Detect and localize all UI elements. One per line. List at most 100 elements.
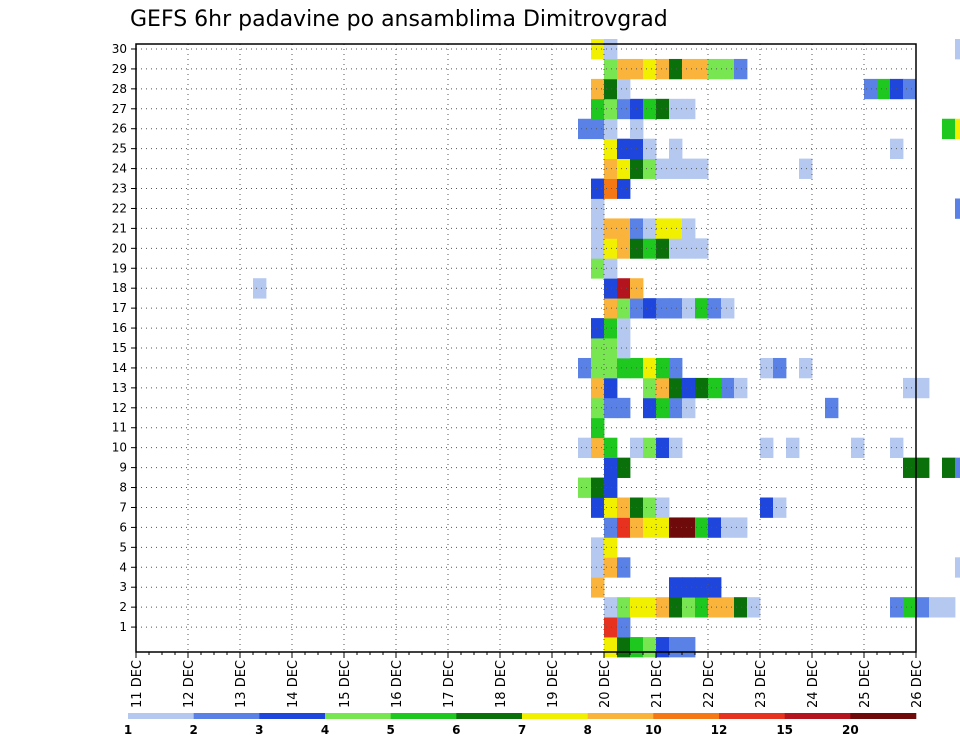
cell-m12-t37 [617, 397, 631, 419]
cell-m23-t37 [617, 178, 631, 199]
cell-m13-t39 [643, 377, 657, 399]
cell-m17-t42 [682, 298, 696, 319]
cell-m25-t41 [669, 138, 683, 160]
legend-label: 6 [452, 723, 460, 737]
cell-m29-t39 [643, 58, 657, 80]
x-tick-label: 17 DEC [442, 660, 457, 708]
y-tick-label: 5 [119, 540, 127, 554]
cell-m29-t42 [682, 58, 696, 80]
cell-m6-t44 [708, 517, 722, 538]
cell-m7-t39 [643, 497, 657, 518]
legend-swatch-7 [522, 713, 588, 719]
x-tick-label: 25 DEC [858, 660, 873, 708]
cell-m17-t41 [669, 298, 683, 319]
cell-m0-t40 [656, 637, 670, 658]
cell-m3-t44 [708, 577, 722, 598]
y-tick-label: 9 [119, 461, 127, 475]
cell-m9-t60 [916, 457, 930, 478]
cell-m21-t35 [591, 218, 605, 239]
y-tick-label: 2 [119, 600, 127, 614]
cell-m28-t36 [604, 78, 618, 100]
cell-m13-t44 [708, 377, 722, 399]
cell-m25-t36 [604, 138, 618, 160]
legend-label: 15 [776, 723, 793, 737]
cell-m3-t41 [669, 577, 683, 598]
cell-m10-t41 [669, 437, 683, 459]
y-tick-label: 14 [112, 361, 127, 375]
cell-m19-t35 [591, 258, 605, 279]
cell-m1-t37 [617, 617, 631, 638]
cell-m27-t40 [656, 98, 670, 120]
cell-m21-t40 [656, 218, 670, 239]
cell-m7-t36 [604, 497, 618, 518]
y-tick-label: 19 [112, 261, 127, 275]
cell-m17-t45 [721, 298, 735, 319]
cell-m21-t36 [604, 218, 618, 239]
cell-m7-t35 [591, 497, 605, 518]
cell-m14-t39 [643, 357, 657, 379]
x-tick-label: 19 DEC [546, 660, 561, 708]
cell-m0-t37 [617, 637, 631, 658]
cell-m20-t42 [682, 238, 696, 259]
cell-m14-t37 [617, 357, 631, 379]
cell-m29-t41 [669, 58, 683, 80]
cell-m5-t36 [604, 537, 618, 558]
cell-m4-t36 [604, 557, 618, 578]
cell-m20-t37 [617, 238, 631, 259]
cell-m24-t42 [682, 158, 696, 179]
cell-m0-t41 [669, 637, 683, 658]
cell-m3-t42 [682, 577, 696, 598]
cell-m13-t46 [734, 377, 748, 399]
cell-m27-t41 [669, 98, 683, 120]
cell-m14-t36 [604, 357, 618, 379]
y-tick-label: 17 [112, 301, 127, 315]
cell-m19-t36 [604, 258, 618, 279]
cell-m0-t39 [643, 637, 657, 658]
y-tick-label: 30 [112, 42, 127, 56]
cell-m17-t36 [604, 298, 618, 319]
cell-m13-t41 [669, 377, 683, 399]
cell-m3-t35 [591, 577, 605, 598]
cell-m10-t35 [591, 437, 605, 459]
cell-m18-t37 [617, 278, 631, 299]
cell-m26-t34 [578, 118, 592, 140]
cell-m2-t39 [643, 597, 657, 618]
cell-m17-t37 [617, 298, 631, 319]
cell-m25-t39 [643, 138, 657, 160]
y-tick-label: 6 [119, 520, 127, 534]
y-tick-label: 7 [119, 500, 127, 514]
cell-m7-t37 [617, 497, 631, 518]
cell-m21-t37 [617, 218, 631, 239]
cell-m21-t41 [669, 218, 683, 239]
cell-m24-t37 [617, 158, 631, 179]
cell-m28-t59 [903, 78, 917, 100]
legend-swatch-8 [587, 713, 654, 719]
legend-label: 1 [124, 723, 132, 737]
cell-m6-t37 [617, 517, 631, 538]
cell-m0-t36 [604, 637, 618, 658]
legend-label: 3 [255, 723, 263, 737]
grid-layer [136, 44, 916, 652]
cell-m16-t35 [591, 318, 605, 339]
cell-m26-t63 [955, 118, 960, 140]
cell-m2-t60 [916, 597, 930, 618]
cell-m12-t36 [604, 397, 618, 419]
cell-m28-t37 [617, 78, 631, 100]
x-tick-label: 15 DEC [338, 660, 353, 708]
x-tick-label: 24 DEC [806, 660, 821, 708]
cell-m27-t35 [591, 98, 605, 120]
cell-m28-t57 [877, 78, 891, 100]
legend-label: 8 [583, 723, 591, 737]
cell-m23-t36 [604, 178, 618, 199]
cell-m24-t40 [656, 158, 670, 179]
cell-m12-t39 [643, 397, 657, 419]
cell-m14-t51 [799, 357, 813, 379]
y-tick-label: 27 [112, 102, 127, 116]
color-legend: 1 2 3 4 5 6 7 8 10 12 15 20 [124, 713, 917, 737]
cell-m24-t51 [799, 158, 813, 179]
cell-m30-t35 [591, 39, 605, 60]
y-tick-label: 22 [112, 201, 127, 215]
legend-label: 10 [645, 723, 662, 737]
y-tick-label: 4 [119, 560, 127, 574]
legend-label: 2 [189, 723, 197, 737]
